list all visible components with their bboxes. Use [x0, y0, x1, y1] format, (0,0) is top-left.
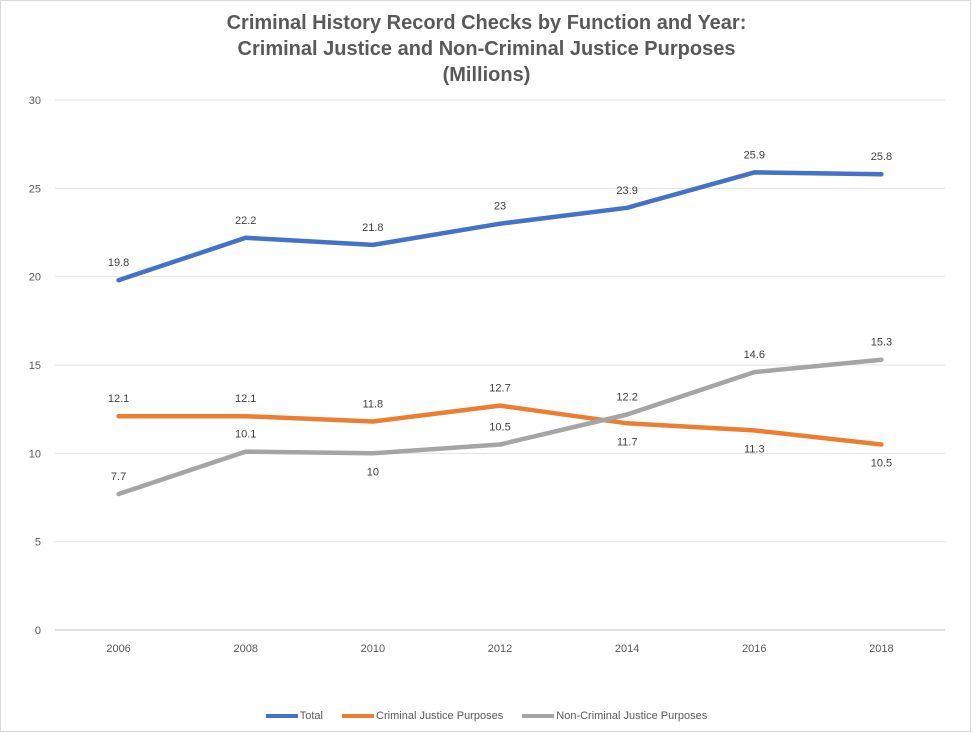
x-tick-label: 2016	[742, 643, 766, 655]
data-labels: 19.8 22.2 21.8 23 23.9 25.9 25.8 12.1 12.1 11.8 12…	[108, 149, 892, 483]
chart-title-line-3: (Millions)	[442, 64, 531, 86]
legend-label-total: Total	[299, 710, 323, 722]
data-point	[752, 370, 757, 375]
legend: Total Criminal Justice Purposes Non-Crim…	[0, 709, 973, 722]
x-tick-label: 2006	[106, 643, 130, 655]
data-point	[879, 172, 884, 177]
y-tick-label: 0	[35, 625, 41, 637]
data-label: 22.2	[235, 215, 256, 227]
x-tick-label: 2010	[361, 643, 385, 655]
data-label: 7.7	[111, 471, 126, 483]
data-point	[370, 419, 375, 424]
legend-item-non-criminal-justice: Non-Criminal Justice Purposes	[522, 710, 707, 722]
x-tick-label: 2014	[615, 643, 639, 655]
data-point	[625, 205, 630, 210]
data-label: 12.7	[489, 383, 510, 395]
data-point	[625, 412, 630, 417]
legend-label-criminal-justice: Criminal Justice Purposes	[376, 710, 504, 722]
x-tick-label: 2018	[869, 643, 893, 655]
x-tick-label: 2008	[233, 643, 257, 655]
data-label: 14.6	[744, 349, 765, 361]
data-point	[498, 221, 502, 226]
data-point	[498, 442, 502, 447]
y-tick-label: 25	[29, 183, 41, 195]
data-point	[370, 451, 375, 456]
y-tick-label: 15	[29, 360, 41, 372]
legend-label-non-criminal-justice: Non-Criminal Justice Purposes	[556, 710, 708, 722]
legend-swatch-non-criminal-justice	[522, 714, 555, 718]
legend-item-total: Total	[265, 710, 323, 722]
x-axis-ticks: 2006 2008 2010 2012 2014 2016 2018	[106, 643, 893, 655]
data-label: 23.9	[616, 185, 637, 197]
legend-item-criminal-justice: Criminal Justice Purposes	[342, 710, 503, 722]
data-label: 21.8	[362, 222, 383, 234]
legend-swatch-criminal-justice	[342, 714, 375, 718]
data-point	[243, 449, 248, 454]
data-label: 12.1	[108, 393, 129, 405]
data-point	[752, 428, 757, 433]
chart-title-line-1: Criminal History Record Checks by Functi…	[226, 12, 747, 34]
data-label: 11.7	[617, 436, 638, 448]
data-label: 10	[367, 466, 379, 478]
data-point	[498, 403, 502, 408]
data-point	[879, 357, 884, 362]
data-label: 10.1	[235, 429, 256, 441]
data-label: 11.8	[363, 399, 384, 411]
y-tick-label: 5	[35, 537, 41, 549]
data-label: 12.1	[235, 393, 256, 405]
data-point	[243, 235, 248, 240]
chart-title: Criminal History Record Checks by Functi…	[0, 10, 973, 88]
data-point	[879, 442, 884, 447]
chart-title-line-2: Criminal Justice and Non-Criminal Justic…	[237, 38, 736, 60]
data-point	[625, 421, 630, 426]
gridlines	[55, 99, 945, 631]
y-tick-label: 10	[29, 448, 41, 460]
data-label: 15.3	[871, 337, 892, 349]
data-point	[243, 414, 248, 419]
data-label: 10.5	[871, 458, 892, 470]
series-lines	[116, 170, 884, 497]
data-point	[752, 170, 757, 175]
x-tick-label: 2012	[488, 643, 512, 655]
data-label: 19.8	[108, 257, 129, 269]
legend-swatch-total	[265, 714, 298, 718]
y-tick-label: 30	[29, 95, 41, 107]
data-label: 10.5	[489, 422, 510, 434]
data-label: 12.2	[616, 391, 637, 403]
y-tick-label: 20	[29, 272, 41, 284]
data-point	[116, 278, 121, 283]
data-label: 25.8	[871, 151, 892, 163]
data-label: 11.3	[744, 443, 765, 455]
data-point	[116, 491, 121, 496]
data-label: 25.9	[744, 149, 765, 161]
data-point	[370, 242, 375, 247]
y-axis-ticks: 0 5 10 15 20 25 30	[29, 95, 41, 637]
data-label: 23	[494, 201, 506, 213]
data-point	[116, 414, 121, 419]
